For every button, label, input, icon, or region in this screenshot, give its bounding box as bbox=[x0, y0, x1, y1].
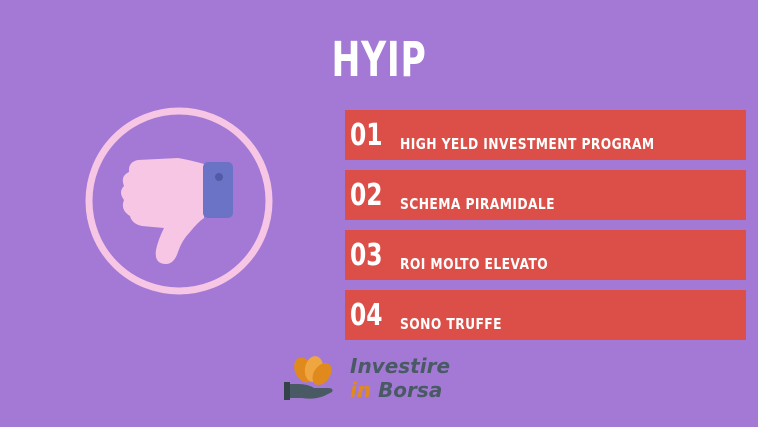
logo-text-in: in bbox=[350, 378, 372, 402]
item-number: 03 bbox=[350, 238, 383, 273]
item-label: HIGH YELD INVESTMENT PROGRAM bbox=[400, 135, 655, 153]
hand-coins-icon bbox=[284, 356, 333, 400]
item-label: SCHEMA PIRAMIDALE bbox=[400, 195, 555, 213]
thumbs-down-badge bbox=[82, 104, 276, 298]
list-item: 04 SONO TRUFFE bbox=[345, 290, 746, 340]
page-title: HYIP bbox=[331, 32, 427, 88]
item-number: 04 bbox=[350, 298, 383, 333]
list-item: 01 HIGH YELD INVESTMENT PROGRAM bbox=[345, 110, 746, 160]
item-label: SONO TRUFFE bbox=[400, 315, 502, 333]
hyip-feature-list: 01 HIGH YELD INVESTMENT PROGRAM 02 SCHEM… bbox=[345, 110, 746, 350]
item-label: ROI MOLTO ELEVATO bbox=[400, 255, 549, 273]
logo-text-line1: Investire bbox=[350, 354, 451, 378]
item-number: 01 bbox=[350, 118, 383, 153]
brand-logo: Investire in Borsa bbox=[284, 352, 484, 404]
thumbs-down-icon bbox=[85, 107, 273, 295]
logo-text-line2: in Borsa bbox=[350, 378, 442, 402]
item-number: 02 bbox=[350, 178, 383, 213]
list-item: 02 SCHEMA PIRAMIDALE bbox=[345, 170, 746, 220]
list-item: 03 ROI MOLTO ELEVATO bbox=[345, 230, 746, 280]
logo-text-borsa: Borsa bbox=[378, 378, 443, 402]
